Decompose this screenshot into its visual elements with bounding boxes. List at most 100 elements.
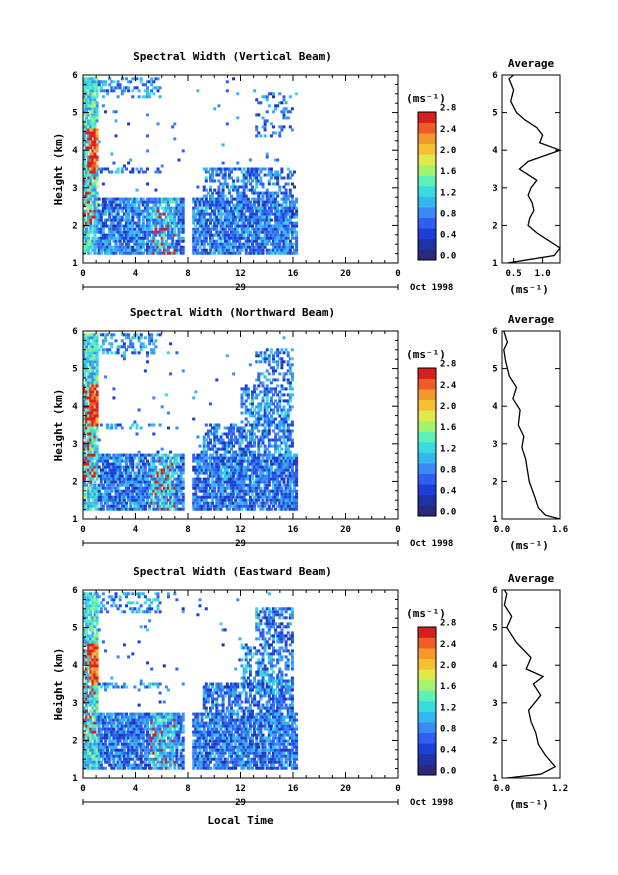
heatmap-cell — [175, 498, 179, 502]
heatmap-cell — [91, 80, 95, 84]
heatmap-cell — [242, 465, 246, 469]
heatmap-cell — [288, 95, 292, 99]
heatmap-cell — [251, 501, 254, 505]
heatmap-cell — [91, 182, 95, 186]
heatmap-cell — [276, 498, 280, 502]
heatmap-cell — [238, 197, 242, 201]
heatmap-cell — [242, 402, 246, 406]
heatmap-cell — [280, 420, 284, 424]
heatmap-cell — [87, 504, 91, 508]
heatmap-cell — [162, 468, 166, 472]
heatmap-cell — [232, 495, 236, 499]
heatmap-cell — [164, 203, 168, 207]
heatmap-cell — [162, 477, 166, 481]
heatmap-cell — [255, 134, 259, 138]
heatmap-cell — [164, 495, 168, 499]
colorbar-frame — [417, 111, 437, 261]
heatmap-cell — [95, 206, 99, 210]
heatmap-cell — [135, 77, 139, 81]
heatmap-cell — [219, 197, 223, 201]
heatmap-cell — [263, 393, 267, 397]
heatmap-cell — [202, 251, 206, 255]
heatmap-cell — [177, 218, 181, 222]
heatmap-cell — [137, 95, 141, 99]
heatmap-cell — [267, 179, 271, 183]
heatmap-cell — [83, 384, 86, 388]
heatmap-cell — [223, 203, 227, 207]
heatmap-cell — [217, 242, 221, 246]
heatmap-cell — [255, 224, 259, 228]
heatmap-cell — [91, 239, 95, 243]
heatmap-cell — [192, 209, 196, 213]
heatmap-cell — [242, 450, 246, 454]
heatmap-cell — [196, 465, 200, 469]
heatmap-cell — [160, 489, 164, 493]
colorbar-tick-label: 2.4 — [440, 125, 457, 135]
heatmap-cell — [213, 438, 217, 442]
heatmap-cell — [213, 233, 217, 237]
heatmap-cell — [213, 489, 217, 493]
heatmap-cell — [156, 489, 160, 493]
heatmap-cell — [288, 483, 292, 487]
heatmap-cell — [274, 107, 278, 111]
heatmap-cell — [104, 459, 107, 463]
heatmap-cell — [110, 248, 114, 252]
heatmap-cell — [154, 233, 158, 237]
heatmap-cell — [160, 504, 164, 508]
heatmap-cell — [120, 474, 124, 478]
heatmap-cell — [272, 495, 275, 499]
heatmap-cell — [282, 116, 286, 120]
heatmap-cell — [280, 224, 284, 228]
heatmap-cell — [196, 221, 200, 225]
heatmap-cell — [120, 224, 124, 228]
heatmap-cell — [234, 438, 238, 442]
heatmap-cell — [240, 242, 244, 246]
heatmap-cell — [104, 333, 107, 337]
heatmap-cell — [215, 498, 219, 502]
heatmap-cell — [83, 375, 86, 379]
heatmap-cell — [263, 387, 267, 391]
heatmap-cell — [160, 483, 164, 487]
heatmap-cell — [282, 492, 286, 496]
chart-panel-0: Spectral Width (Vertical Beam)0 4 8 12 16 20 0… — [52, 50, 562, 296]
heatmap-cell — [146, 480, 149, 484]
heatmap-cell — [143, 492, 147, 496]
heatmap-cell — [240, 438, 244, 442]
heatmap-cell — [261, 381, 265, 385]
heatmap-cell — [114, 462, 118, 466]
heatmap-cell — [116, 215, 120, 219]
heatmap-cell — [112, 477, 116, 481]
heatmap-cell — [150, 242, 154, 246]
heatmap-cell — [259, 230, 263, 234]
heatmap-cell — [269, 444, 273, 448]
heatmap-cell — [263, 408, 267, 412]
heatmap-cell — [173, 486, 177, 490]
heatmap-cell — [244, 453, 248, 457]
heatmap-cell — [95, 495, 99, 499]
heatmap-cell — [257, 354, 261, 358]
heatmap-cell — [156, 456, 160, 460]
heatmap-cell — [91, 176, 95, 180]
heatmap-cell — [248, 182, 252, 186]
heatmap-cell — [209, 242, 212, 246]
heatmap-cell — [194, 459, 198, 463]
heatmap-cell — [95, 450, 99, 454]
heatmap-cell — [167, 480, 170, 484]
heatmap-cell — [93, 504, 97, 508]
heatmap-cell — [206, 432, 210, 436]
heatmap-cell — [95, 471, 99, 475]
heatmap-cell — [227, 429, 231, 433]
heatmap-cell — [286, 248, 290, 252]
heatmap-cell — [209, 188, 212, 192]
heatmap-cell — [290, 236, 294, 240]
heatmap-cell — [198, 462, 202, 466]
heatmap-cell — [91, 158, 95, 162]
heatmap-cell — [156, 197, 160, 201]
heatmap-cell — [156, 209, 160, 213]
heatmap-cell — [93, 233, 97, 237]
heatmap-cell — [278, 188, 282, 192]
heatmap-cell — [116, 501, 120, 505]
heatmap-cell — [272, 203, 275, 207]
heatmap-cell — [206, 191, 210, 195]
heatmap-cell — [259, 459, 263, 463]
